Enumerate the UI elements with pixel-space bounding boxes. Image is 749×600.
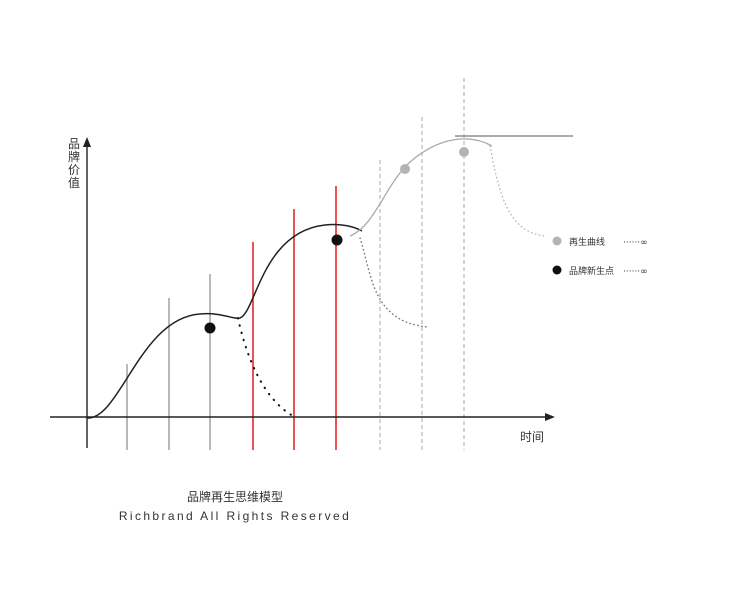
- x-axis-arrow: [545, 413, 555, 421]
- legend: 再生曲线 ······∞ 品牌新生点 ······∞: [552, 236, 648, 277]
- y-axis-label-char: 品: [68, 137, 80, 151]
- caption-title: 品牌再生思维模型: [186, 490, 283, 504]
- decline-curve-2: [359, 237, 429, 328]
- new-point-2: [331, 234, 343, 246]
- regen-point-2: [459, 147, 469, 157]
- y-axis-label-group: 品牌价值: [68, 137, 80, 190]
- new-point-1: [204, 322, 216, 334]
- legend-new-line: ······∞: [623, 267, 648, 277]
- legend-new-marker: [552, 265, 562, 275]
- x-axis-label: 时间: [520, 430, 544, 444]
- y-axis-label-char: 值: [68, 175, 80, 190]
- y-axis-label-char: 牌: [68, 150, 80, 164]
- legend-regen-label: 再生曲线: [569, 236, 605, 248]
- main-growth-curve: [86, 223, 363, 419]
- regen-point-1: [400, 164, 410, 174]
- caption-subtitle: Richbrand All Rights Reserved: [118, 509, 352, 523]
- y-axis-label-char: 价: [68, 163, 80, 177]
- regeneration-curve: [349, 138, 493, 237]
- y-axis-arrow: [83, 137, 91, 147]
- decline-curve-1: [237, 317, 294, 417]
- decline-curve-3: [489, 145, 546, 237]
- y-axis-label: 品牌价值: [68, 137, 80, 190]
- legend-regen-marker: [552, 236, 562, 246]
- legend-regen-line: ······∞: [623, 238, 648, 248]
- legend-new-label: 品牌新生点: [569, 265, 614, 277]
